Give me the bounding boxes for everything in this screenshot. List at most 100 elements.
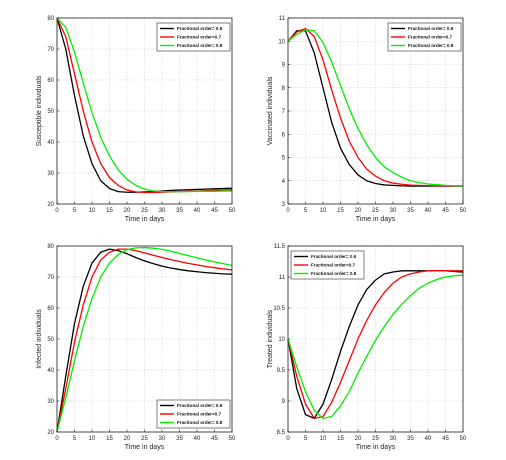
y-tick-label: 10	[278, 39, 285, 45]
x-tick-label: 25	[141, 436, 148, 442]
plot-frame	[56, 17, 233, 205]
x-tick-label: 35	[176, 208, 183, 214]
x-tick-label: 45	[211, 208, 218, 214]
x-tick-label: 0	[286, 208, 290, 214]
plot-frame	[287, 17, 464, 205]
y-tick-label: 8.5	[277, 430, 286, 436]
y-tick-label: 80	[47, 244, 54, 250]
x-tick-label: 50	[460, 436, 467, 442]
x-tick-label: 20	[124, 208, 131, 214]
y-axis-label: Susceptible individuals	[36, 75, 43, 146]
y-tick-label: 9.5	[277, 368, 286, 374]
x-tick-label: 45	[442, 208, 449, 214]
y-tick-label: 20	[47, 202, 54, 208]
x-tick-label: 25	[372, 436, 379, 442]
x-tick-label: 30	[159, 208, 166, 214]
legend-entry: Fractional order= 0.6	[177, 403, 223, 408]
x-tick-label: 0	[55, 436, 59, 442]
x-tick-label: 10	[89, 208, 96, 214]
legend-entry: Fractional order= 0.8	[177, 43, 223, 48]
x-tick-label: 10	[89, 436, 96, 442]
x-tick-label: 45	[211, 436, 218, 442]
legend-entry: Fractional order= 0.8	[177, 420, 223, 425]
y-tick-label: 20	[47, 430, 54, 436]
y-tick-label: 60	[47, 78, 54, 84]
chart-panel-3: 0 5 10 15 20 25 30 35 40 45 50 20 30 40 50 60 70 80 Time i…	[36, 244, 236, 451]
x-tick-label: 40	[194, 208, 201, 214]
x-axis-label: Time in days	[356, 216, 396, 223]
legend: Fractional order= 0.6 Fractional order=0.…	[387, 22, 462, 52]
x-tick-label: 30	[390, 436, 397, 442]
y-tick-label: 6	[282, 132, 286, 138]
series-line-3	[287, 28, 464, 187]
y-tick-label: 40	[47, 140, 54, 146]
x-tick-label: 15	[337, 208, 344, 214]
x-tick-label: 35	[176, 436, 183, 442]
y-tick-label: 10.5	[273, 306, 285, 312]
x-tick-label: 10	[320, 208, 327, 214]
legend: Fractional order= 0.6 Fractional order=0.…	[156, 399, 231, 429]
series-line-3	[56, 246, 233, 433]
x-tick-label: 35	[407, 208, 414, 214]
x-tick-label: 40	[425, 208, 432, 214]
x-tick-label: 15	[106, 208, 113, 214]
y-tick-label: 50	[47, 109, 54, 115]
x-tick-label: 35	[407, 436, 414, 442]
x-tick-label: 30	[159, 436, 166, 442]
x-axis-label: Time in days	[356, 444, 396, 451]
y-axis-label: Treated individuals	[267, 309, 274, 368]
y-tick-label: 70	[47, 275, 54, 281]
x-tick-label: 45	[442, 436, 449, 442]
x-tick-label: 20	[124, 436, 131, 442]
y-tick-label: 50	[47, 337, 54, 343]
y-tick-label: 5	[282, 156, 286, 162]
x-tick-label: 5	[304, 208, 308, 214]
x-tick-label: 25	[372, 208, 379, 214]
x-tick-label: 25	[141, 208, 148, 214]
y-tick-label: 11	[279, 16, 286, 22]
y-tick-label: 9	[282, 63, 286, 69]
y-tick-label: 80	[47, 16, 54, 22]
plot-frame	[56, 245, 233, 433]
legend-entry: Fractional order= 0.8	[311, 271, 357, 276]
plot-frame	[287, 245, 464, 433]
x-tick-label: 30	[390, 208, 397, 214]
y-tick-label: 60	[47, 306, 54, 312]
x-tick-label: 5	[73, 436, 77, 442]
x-tick-label: 40	[194, 436, 201, 442]
legend-entry: Fractional order=0.7	[177, 412, 221, 417]
x-tick-label: 5	[73, 208, 77, 214]
legend-entry: Fractional order= 0.8	[408, 43, 454, 48]
series-line-2	[287, 270, 463, 420]
y-tick-label: 11	[279, 275, 286, 281]
x-axis-label: Time in days	[125, 444, 165, 451]
y-tick-label: 30	[47, 399, 54, 405]
x-tick-label: 50	[229, 208, 236, 214]
y-axis-label: Infected individuals	[36, 309, 43, 369]
series-line-3	[56, 17, 232, 193]
legend-entry: Fractional order=0.7	[177, 35, 221, 40]
x-tick-label: 20	[355, 208, 362, 214]
y-tick-label: 10	[278, 337, 285, 343]
y-tick-label: 7	[282, 109, 286, 115]
legend-entry: Fractional order= 0.6	[177, 26, 223, 31]
x-tick-label: 50	[460, 208, 467, 214]
y-tick-label: 30	[47, 171, 54, 177]
y-tick-label: 9	[282, 399, 286, 405]
x-tick-label: 20	[355, 436, 362, 442]
y-tick-label: 70	[47, 47, 54, 53]
x-axis-label: Time in days	[125, 216, 165, 223]
legend-entry: Fractional order=0.7	[408, 35, 452, 40]
y-tick-label: 4	[282, 179, 286, 185]
series-line-2	[287, 27, 463, 187]
chart-panel-4: 0 5 10 15 20 25 30 35 40 45 50 8.5 9 9.5 10 10.5 11 11.5 T…	[267, 244, 467, 451]
x-tick-label: 0	[55, 208, 59, 214]
x-tick-label: 15	[337, 436, 344, 442]
legend-entry: Fractional order= 0.6	[311, 254, 357, 259]
y-tick-label: 11.5	[274, 244, 286, 250]
legend: Fractional order= 0.6 Fractional order=0.…	[290, 250, 365, 280]
legend-entry: Fractional order=0.7	[311, 263, 355, 268]
chart-panel-1: 0 5 10 15 20 25 30 35 40 45 50 20 30 40 50 60 70 80 Time i…	[36, 16, 236, 223]
